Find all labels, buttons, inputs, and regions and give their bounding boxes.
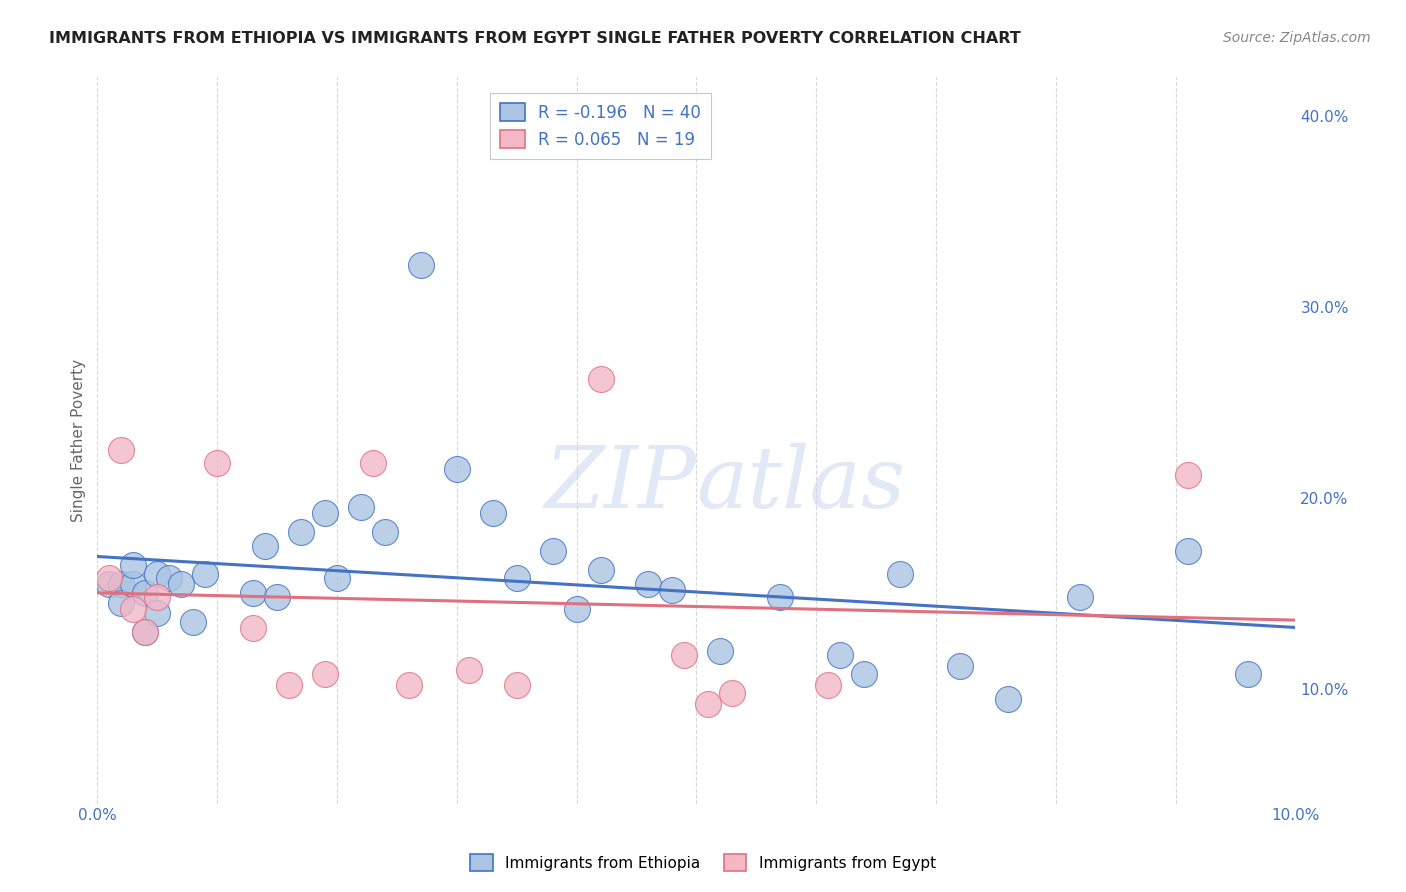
Point [709, 644, 731, 658]
Point [374, 525, 396, 540]
Point [409, 258, 432, 272]
Point [457, 663, 479, 677]
Point [541, 544, 564, 558]
Point [205, 457, 228, 471]
Point [157, 571, 180, 585]
Point [1236, 666, 1258, 681]
Point [122, 601, 145, 615]
Point [769, 591, 792, 605]
Point [110, 443, 132, 458]
Point [254, 539, 277, 553]
Text: atlas: atlas [696, 442, 905, 525]
Point [350, 500, 373, 515]
Point [673, 648, 696, 662]
Text: Source: ZipAtlas.com: Source: ZipAtlas.com [1223, 31, 1371, 45]
Point [326, 571, 349, 585]
Point [146, 567, 169, 582]
Point [134, 586, 156, 600]
Point [997, 691, 1019, 706]
Point [1177, 467, 1199, 482]
Point [361, 457, 384, 471]
Point [1069, 591, 1091, 605]
Point [505, 571, 527, 585]
Point [266, 591, 288, 605]
Point [949, 659, 972, 673]
Point [194, 567, 217, 582]
Point [146, 591, 169, 605]
Y-axis label: Single Father Poverty: Single Father Poverty [72, 359, 86, 522]
Point [661, 582, 683, 597]
Point [134, 624, 156, 639]
Text: IMMIGRANTS FROM ETHIOPIA VS IMMIGRANTS FROM EGYPT SINGLE FATHER POVERTY CORRELAT: IMMIGRANTS FROM ETHIOPIA VS IMMIGRANTS F… [49, 31, 1021, 46]
Point [134, 624, 156, 639]
Point [110, 577, 132, 591]
Point [98, 577, 121, 591]
Point [817, 678, 839, 692]
Text: ZIP: ZIP [544, 442, 696, 525]
Point [889, 567, 911, 582]
Point [98, 571, 121, 585]
Point [565, 601, 588, 615]
Point [290, 525, 312, 540]
Point [314, 506, 336, 520]
Point [110, 596, 132, 610]
Point [637, 577, 659, 591]
Point [314, 666, 336, 681]
Point [481, 506, 503, 520]
Legend: Immigrants from Ethiopia, Immigrants from Egypt: Immigrants from Ethiopia, Immigrants fro… [464, 848, 942, 877]
Point [505, 678, 527, 692]
Point [146, 606, 169, 620]
Point [589, 372, 612, 386]
Point [853, 666, 876, 681]
Point [398, 678, 420, 692]
Point [122, 577, 145, 591]
Legend: R = -0.196   N = 40, R = 0.065   N = 19: R = -0.196 N = 40, R = 0.065 N = 19 [489, 93, 711, 159]
Point [242, 621, 264, 635]
Point [697, 698, 720, 712]
Point [242, 586, 264, 600]
Point [122, 558, 145, 572]
Point [181, 615, 204, 629]
Point [830, 648, 852, 662]
Point [278, 678, 301, 692]
Point [446, 462, 468, 476]
Point [589, 564, 612, 578]
Point [170, 577, 193, 591]
Point [721, 686, 744, 700]
Point [1177, 544, 1199, 558]
